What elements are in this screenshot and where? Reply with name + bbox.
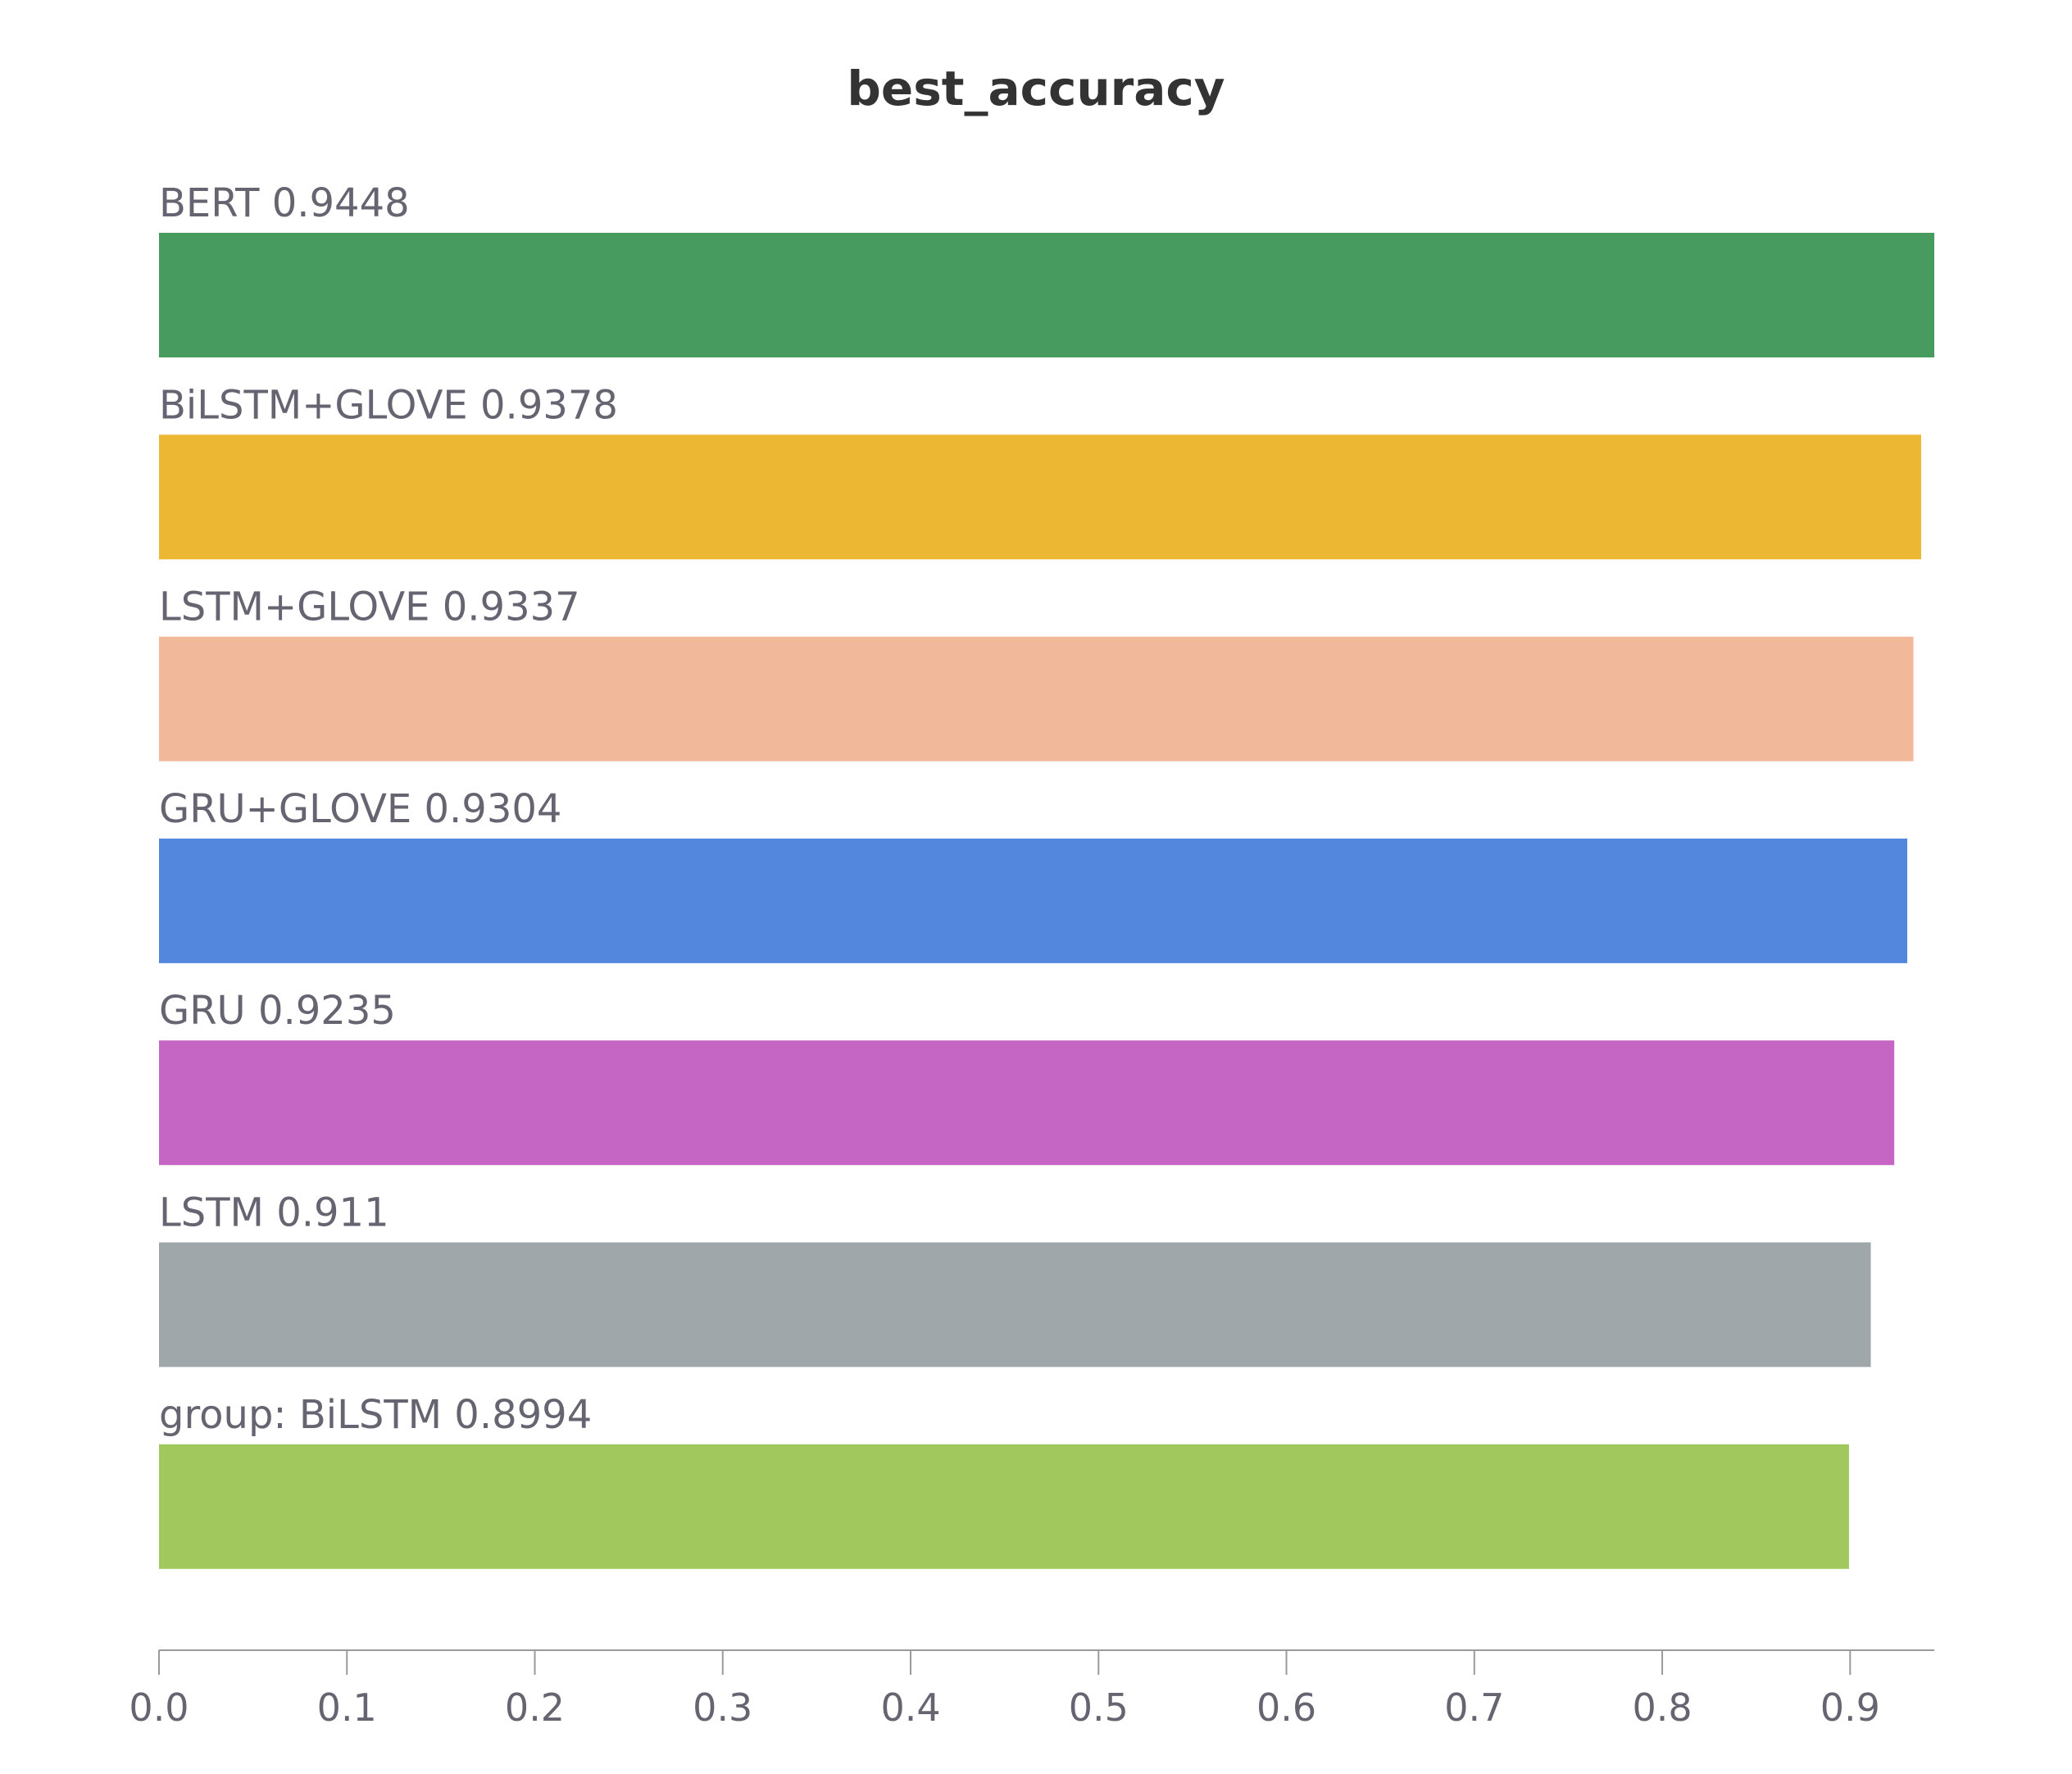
x-tick-label-1: 0.1 [317, 1685, 377, 1730]
chart-title: best_accuracy [847, 61, 1225, 116]
bar-5 [159, 1242, 1871, 1367]
x-tick-label-3: 0.3 [693, 1685, 752, 1730]
x-axis: 0.0 0.1 0.2 0.3 0.4 0.5 0.6 0.7 0.8 0.9 [129, 1649, 1934, 1730]
x-tick-label-4: 0.4 [880, 1685, 940, 1730]
bar-label-2: LSTM+GLOVE 0.9337 [159, 585, 580, 630]
x-tick-label-7: 0.7 [1444, 1685, 1504, 1730]
x-tick-label-8: 0.8 [1632, 1685, 1692, 1730]
x-tick-label-6: 0.6 [1256, 1685, 1316, 1730]
bar-6 [159, 1444, 1849, 1569]
x-tick-label-9: 0.9 [1820, 1685, 1880, 1730]
bar-label-3: GRU+GLOVE 0.9304 [159, 786, 561, 832]
bar-label-0: BERT 0.9448 [159, 180, 410, 226]
bar-label-4: GRU 0.9235 [159, 988, 396, 1034]
bar-label-5: LSTM 0.911 [159, 1190, 389, 1236]
bars-group: BERT 0.9448 BiLSTM+GLOVE 0.9378 LSTM+GLOVE… [159, 180, 1934, 1569]
bar-label-1: BiLSTM+GLOVE 0.9378 [159, 382, 618, 428]
bar-label-6: group: BiLSTM 0.8994 [159, 1392, 592, 1438]
x-tick-label-2: 0.2 [505, 1685, 565, 1730]
x-tick-label-0: 0.0 [129, 1685, 189, 1730]
x-tick-label-5: 0.5 [1069, 1685, 1129, 1730]
bar-0 [159, 233, 1934, 357]
bar-3 [159, 838, 1907, 963]
bar-4 [159, 1040, 1895, 1166]
bar-1 [159, 434, 1921, 560]
bar-2 [159, 636, 1914, 762]
